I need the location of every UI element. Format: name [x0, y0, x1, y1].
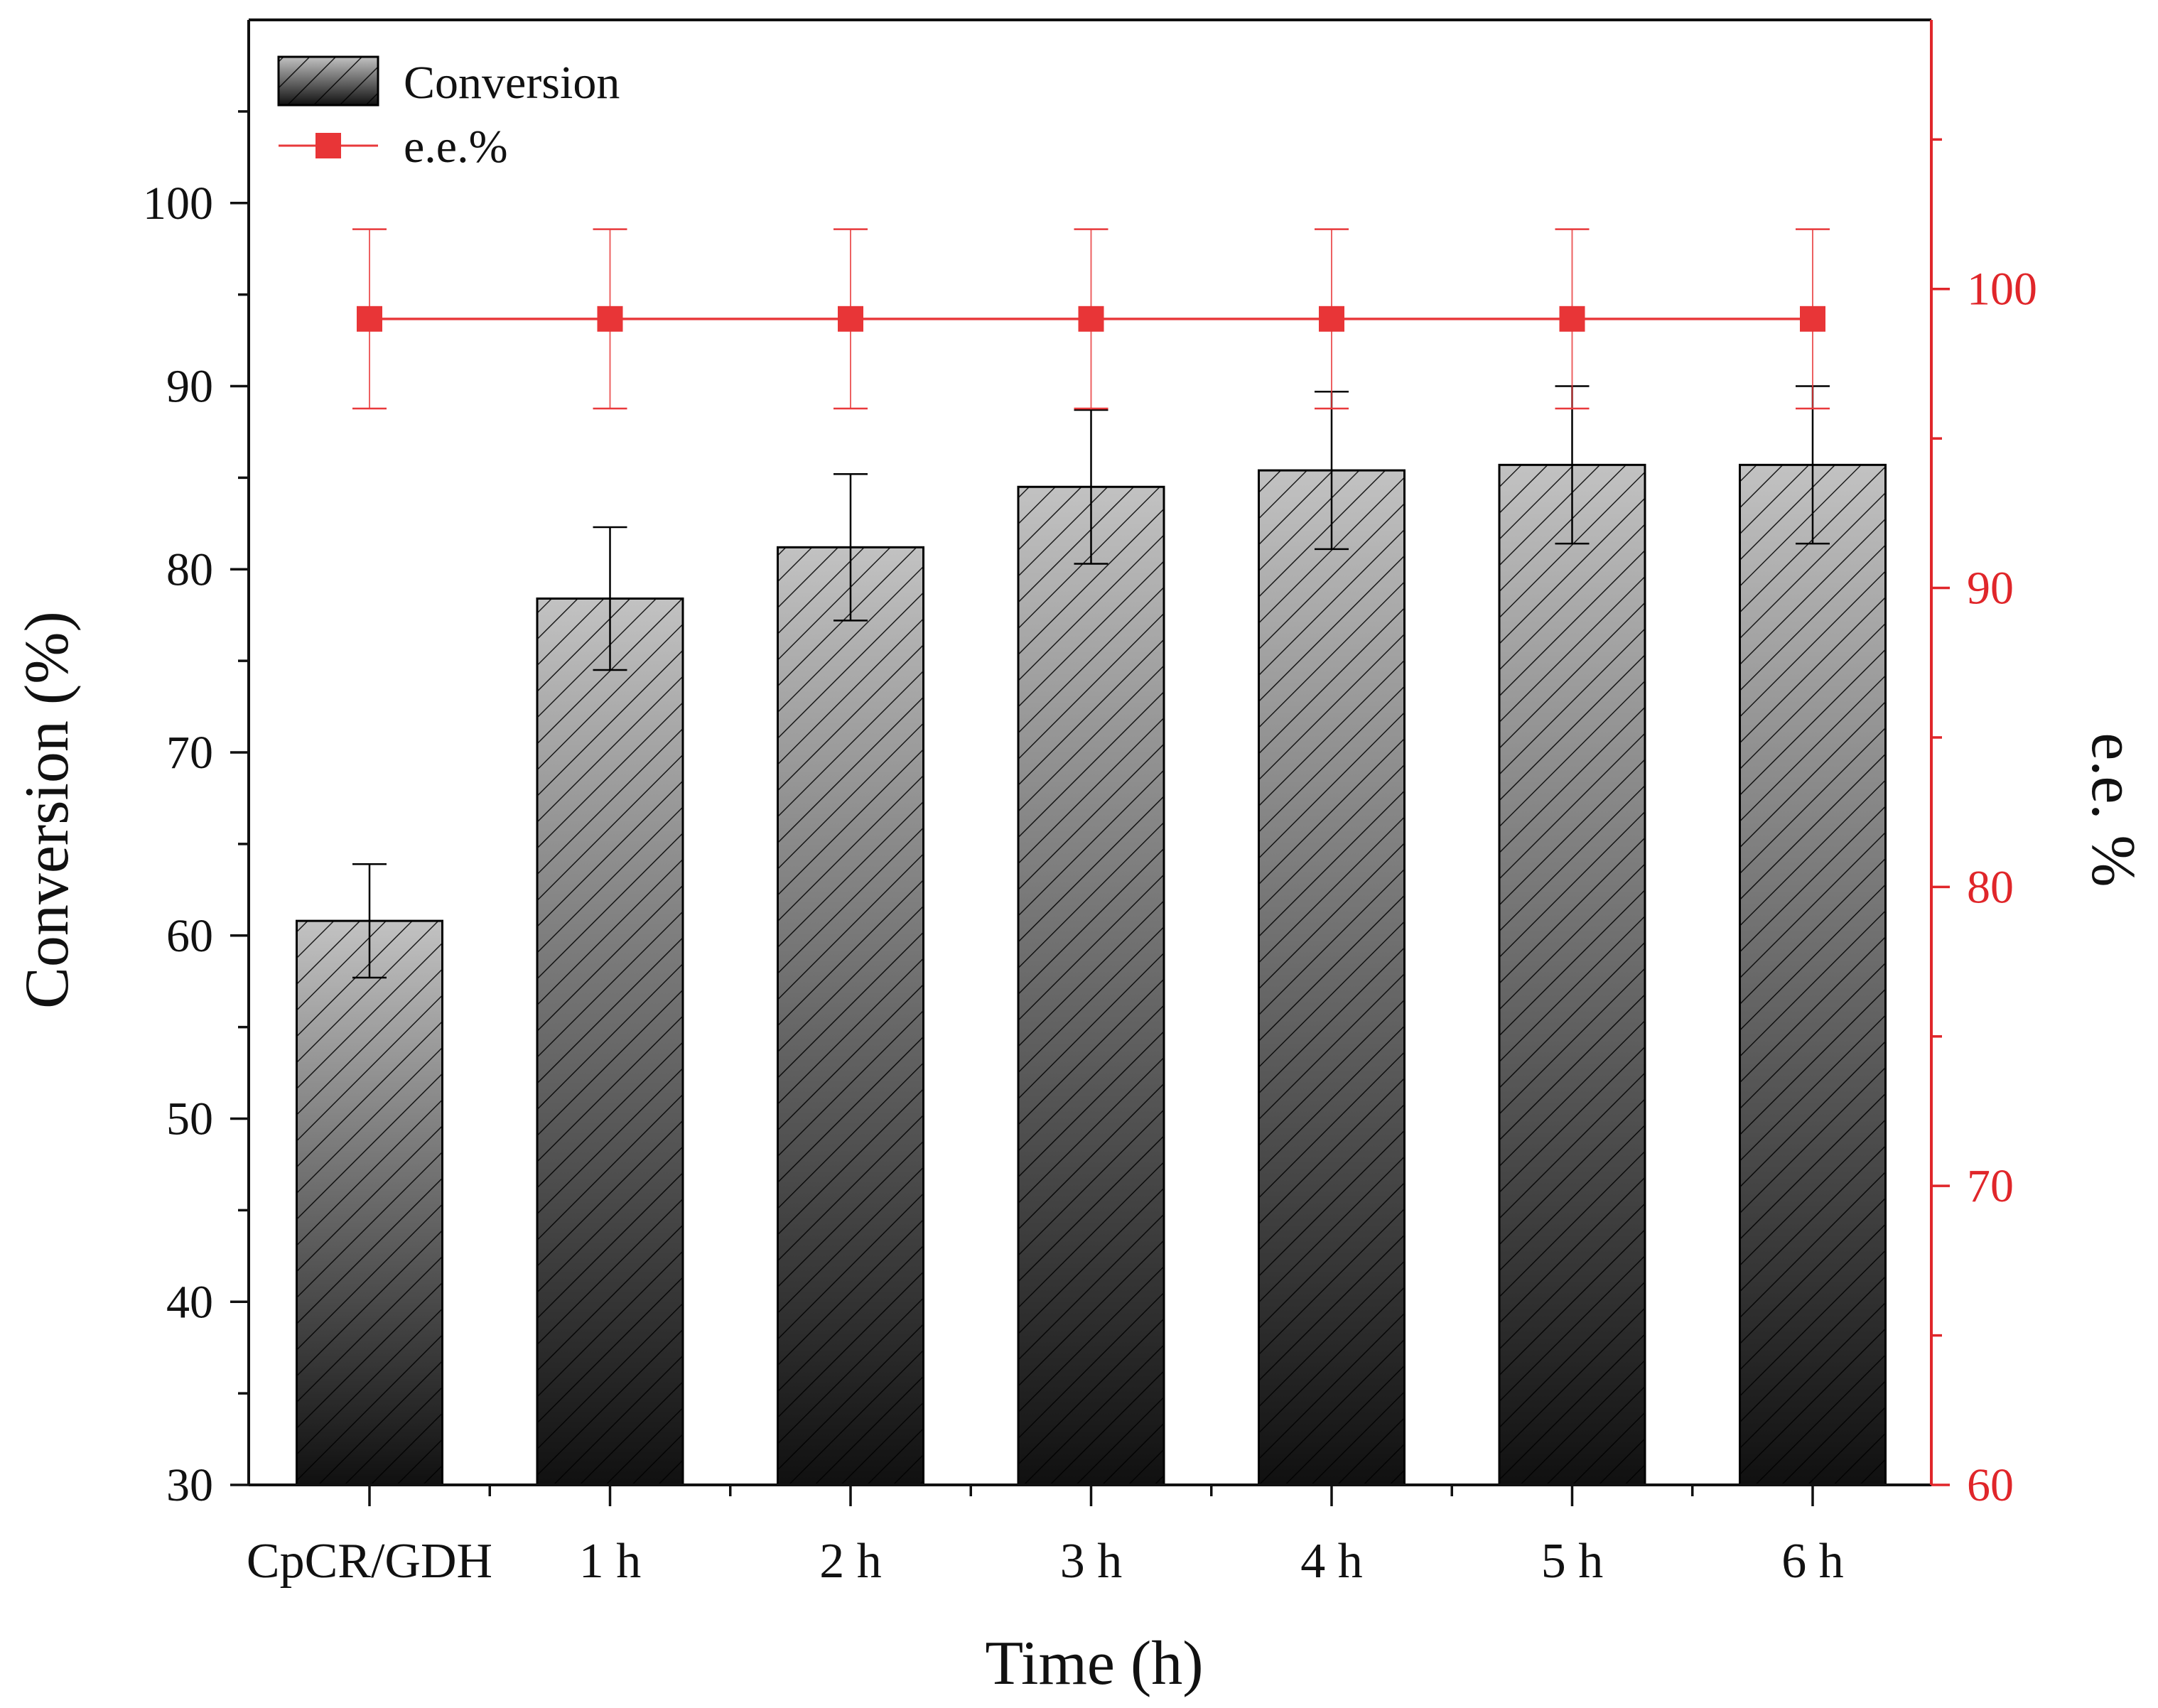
conversion-bar-hatch — [777, 546, 924, 1486]
right-tick-label: 90 — [1967, 563, 2014, 615]
conversion-bar-hatch — [1017, 485, 1165, 1486]
left-tick-label: 30 — [166, 1459, 213, 1511]
right-tick-label: 80 — [1967, 861, 2014, 913]
left-tick-label: 40 — [166, 1276, 213, 1328]
ee-marker — [1319, 306, 1344, 332]
left-tick-label: 70 — [166, 727, 213, 779]
legend-conversion-label: Conversion — [404, 57, 620, 109]
ee-marker — [1078, 306, 1104, 332]
x-tick-label: 6 h — [1781, 1534, 1844, 1589]
x-tick-label: 5 h — [1541, 1534, 1604, 1589]
conversion-bar-hatch — [1258, 469, 1406, 1486]
conversion-bar-hatch — [1498, 463, 1646, 1486]
legend-ee-marker — [315, 133, 341, 158]
y2-axis-title: e.e. % — [2078, 733, 2147, 887]
legend-ee-label: e.e.% — [404, 121, 508, 173]
x-tick-label: CpCR/GDH — [247, 1534, 492, 1589]
legend: Conversion e.e.% — [277, 55, 620, 173]
left-tick-label: 60 — [166, 910, 213, 962]
axes-layer: 30 40 50 60 70 80 90 100 60 70 80 90 100 CpCR/GDH 1 h 2… — [13, 18, 2147, 1698]
ee-marker — [597, 306, 623, 332]
right-tick-label: 70 — [1967, 1160, 2014, 1212]
x-tick-label: 4 h — [1300, 1534, 1363, 1589]
x-tick-label: 3 h — [1060, 1534, 1123, 1589]
left-tick-label: 50 — [166, 1093, 213, 1145]
right-tick-label: 60 — [1967, 1459, 2014, 1511]
legend-conversion-swatch-hatch — [277, 55, 379, 107]
left-tick-label: 80 — [166, 544, 213, 595]
ee-marker — [1800, 306, 1825, 332]
ee-marker — [838, 306, 863, 332]
ee-marker — [1559, 306, 1585, 332]
left-tick-label: 100 — [143, 178, 213, 229]
conversion-bar-hatch — [536, 597, 684, 1486]
ee-marker — [357, 306, 382, 332]
x-axis-title: Time (h) — [985, 1629, 1203, 1698]
y-axis-title: Conversion (%) — [13, 611, 82, 1009]
ee-layer — [352, 228, 1830, 410]
x-tick-label: 1 h — [579, 1534, 642, 1589]
bars-layer — [296, 385, 1887, 1486]
left-tick-label: 90 — [166, 361, 213, 413]
x-tick-label: 2 h — [819, 1534, 882, 1589]
conversion-bar-hatch — [1739, 463, 1887, 1486]
conversion-bar-hatch — [296, 919, 443, 1486]
right-tick-label: 100 — [1967, 264, 2037, 315]
